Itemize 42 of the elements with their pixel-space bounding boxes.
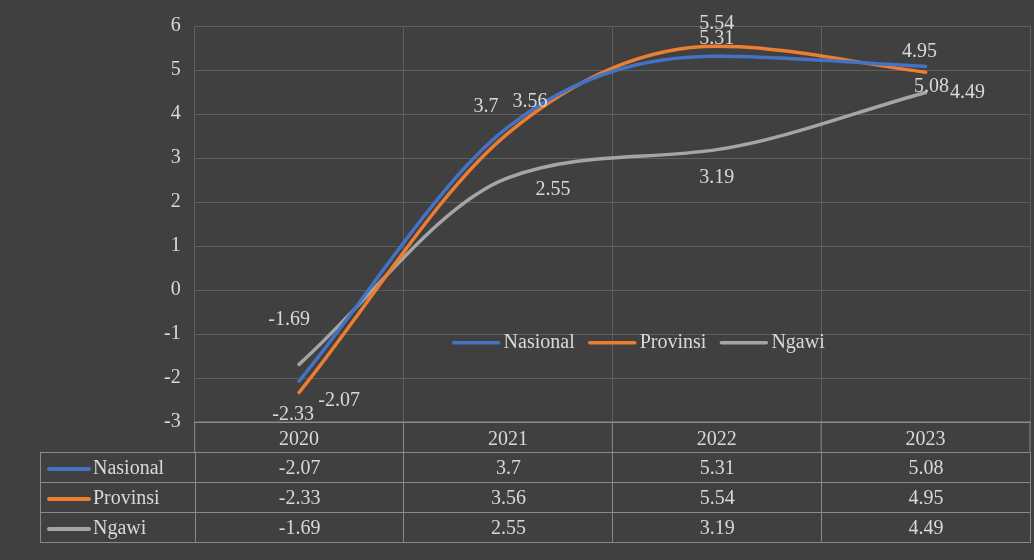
data-label: -2.33 bbox=[195, 482, 404, 513]
annotation: 2.55 bbox=[535, 177, 571, 200]
data-label: -2.07 bbox=[195, 452, 404, 483]
legend-label: Ngawi bbox=[771, 330, 826, 354]
y-tick-label: 2 bbox=[170, 189, 181, 212]
text: Ngawi bbox=[93, 516, 147, 538]
annotation: 3.7 bbox=[473, 94, 499, 117]
data-label: 3.19 bbox=[612, 512, 822, 543]
annotation: 4.49 bbox=[950, 79, 986, 102]
annotation: 5.08 bbox=[914, 73, 950, 96]
y-tick-label: -1 bbox=[163, 321, 181, 344]
legend-label: Nasional bbox=[503, 330, 576, 353]
text: Nasional bbox=[93, 456, 165, 478]
data-label: 2.55 bbox=[403, 512, 613, 543]
annotation: 3.56 bbox=[512, 88, 548, 111]
x-tick-label: 2021 bbox=[487, 427, 528, 450]
data-label: 3.56 bbox=[403, 482, 613, 513]
data-label: 4.95 bbox=[821, 482, 1031, 513]
y-tick-label: -2 bbox=[163, 365, 181, 388]
data-label: 5.54 bbox=[612, 482, 822, 513]
x-tick-label: 2020 bbox=[279, 427, 320, 450]
data-label: 4.49 bbox=[821, 512, 1031, 543]
annotation: -2.07 bbox=[318, 388, 360, 411]
data-label: -1.69 bbox=[195, 512, 404, 543]
legend-label: Provinsi bbox=[639, 330, 707, 353]
x-tick-label: 2022 bbox=[696, 427, 737, 450]
y-tick-label: 0 bbox=[170, 277, 181, 300]
annotation: 4.95 bbox=[902, 39, 938, 62]
y-tick-label: -3 bbox=[163, 409, 181, 432]
data-label: 3.7 bbox=[403, 452, 613, 483]
annotation: -2.33 bbox=[272, 401, 314, 424]
data-label: 5.08 bbox=[821, 452, 1031, 483]
y-tick-label: 3 bbox=[170, 145, 181, 168]
y-tick-label: 5 bbox=[170, 57, 181, 80]
text: Provinsi bbox=[93, 486, 160, 508]
data-label: 5.31 bbox=[612, 452, 822, 483]
y-tick-label: 6 bbox=[170, 13, 181, 36]
annotation: 3.19 bbox=[699, 164, 735, 187]
y-tick-label: 4 bbox=[170, 101, 181, 124]
x-tick-label: 2023 bbox=[905, 427, 946, 450]
y-tick-label: 1 bbox=[170, 233, 181, 256]
annotation: -1.69 bbox=[268, 306, 310, 329]
